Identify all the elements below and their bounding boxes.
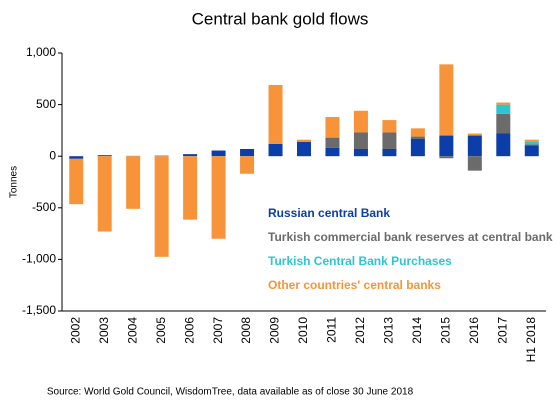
x-tick-label: 2005 <box>154 317 168 344</box>
x-tick-label: 2004 <box>125 317 139 344</box>
bar-segment <box>382 120 397 133</box>
x-tick-label: 2002 <box>68 317 82 344</box>
bar-segment <box>467 156 482 171</box>
bar-segment <box>467 135 482 157</box>
bar-segment <box>496 113 511 134</box>
chart-title: Central bank gold flows <box>192 9 369 28</box>
bar-segment <box>69 158 84 205</box>
bar-segment <box>183 156 198 220</box>
y-tick-label: -1,500 <box>22 303 56 317</box>
bar-segment <box>353 148 368 157</box>
bar-segment <box>410 128 425 137</box>
x-tick-label: 2015 <box>439 317 453 344</box>
bar-segment <box>240 148 255 157</box>
bar-segment <box>268 143 283 157</box>
bar-segment <box>439 156 454 159</box>
bar-segment <box>524 145 539 157</box>
legend-entry: Turkish commercial bank reserves at cent… <box>268 230 553 244</box>
bar-segment <box>496 102 511 105</box>
bar-segment <box>382 148 397 157</box>
x-tick-label: 2009 <box>268 317 282 344</box>
bar-segment <box>97 155 112 157</box>
x-tick-label: 2003 <box>97 317 111 344</box>
legend-entry: Russian central Bank <box>268 206 390 220</box>
bar-segment <box>524 144 539 146</box>
bar-segment <box>211 150 226 157</box>
x-tick-label: 2014 <box>410 317 424 344</box>
legend-entry: Other countries' central banks <box>268 278 441 292</box>
y-tick-label: -1,000 <box>22 252 56 266</box>
bar-segment <box>439 64 454 136</box>
x-tick-label: 2007 <box>211 317 225 344</box>
bar-segment <box>496 104 511 114</box>
bar-segment <box>69 156 84 159</box>
x-tick-label: 2017 <box>495 317 509 344</box>
bar-segment <box>183 154 198 157</box>
bar-segment <box>325 137 340 148</box>
bar-segment <box>467 133 482 136</box>
bar-segment <box>524 141 539 145</box>
bar-segment <box>211 156 226 239</box>
bar-segment <box>240 156 255 174</box>
bar-segment <box>439 135 454 157</box>
y-axis-label: Tonnes <box>9 166 20 198</box>
bar-segment <box>325 147 340 157</box>
x-tick-label: 2010 <box>296 317 310 344</box>
x-tick-label: H1 2018 <box>524 317 538 363</box>
bar-segment <box>97 156 112 232</box>
y-tick-label: 0 <box>49 148 56 162</box>
x-tick-label: 2011 <box>325 317 339 343</box>
bar-segment <box>410 136 425 139</box>
bar-segment <box>325 116 340 138</box>
y-tick-label: 1,000 <box>26 45 56 59</box>
source-note: Source: World Gold Council, WisdomTree, … <box>47 387 414 398</box>
legend-entry: Turkish Central Bank Purchases <box>268 254 452 268</box>
bar-segment <box>524 139 539 142</box>
y-tick-label: 500 <box>36 97 56 111</box>
bar-segment <box>496 133 511 157</box>
x-tick-label: 2016 <box>467 317 481 344</box>
bar-segment <box>382 132 397 149</box>
bar-segment <box>126 156 141 209</box>
x-tick-label: 2008 <box>239 317 253 344</box>
y-tick-label: -500 <box>32 200 56 214</box>
bar-segment <box>410 138 425 157</box>
x-tick-label: 2013 <box>382 317 396 344</box>
x-tick-label: 2012 <box>353 317 367 344</box>
bar-segment <box>154 155 169 157</box>
bar-segment <box>353 132 368 149</box>
bar-segment <box>297 139 311 142</box>
bar-segment <box>154 156 169 257</box>
bar-segment <box>297 141 311 157</box>
bar-segment <box>268 84 283 144</box>
x-tick-label: 2006 <box>182 317 196 344</box>
bar-segment <box>353 110 368 133</box>
